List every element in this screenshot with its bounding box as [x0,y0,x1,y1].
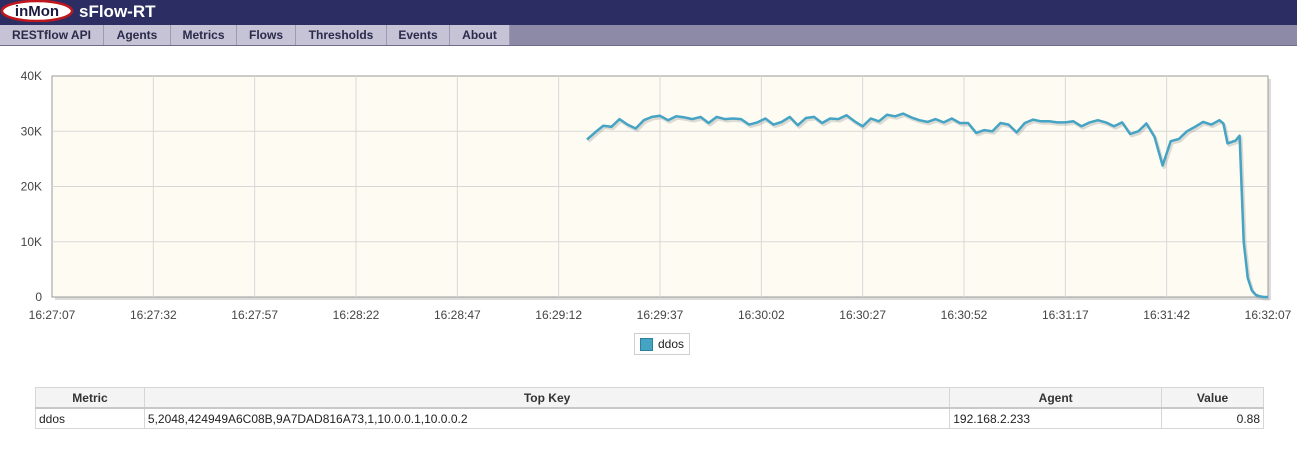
nav-flows[interactable]: Flows [237,25,296,45]
nav-about[interactable]: About [450,25,510,45]
cell-value: 0.88 [1161,407,1264,429]
column-header-value[interactable]: Value [1161,387,1264,409]
app-title: sFlow-RT [79,2,156,21]
table-row[interactable]: ddos 5,2048,424949A6C08B,9A7DAD816A73,1,… [35,407,1264,429]
x-tick-label: 16:27:07 [29,308,76,322]
nav-thresholds[interactable]: Thresholds [296,25,387,45]
nav-bar: RESTflow API Agents Metrics Flows Thresh… [0,25,1297,46]
y-tick-label: 10K [21,235,42,249]
legend-swatch-ddos [640,337,653,351]
x-tick-label: 16:29:37 [637,308,684,322]
column-header-top-key[interactable]: Top Key [143,387,951,409]
nav-agents[interactable]: Agents [104,25,171,45]
x-tick-label: 16:32:07 [1245,308,1292,322]
x-tick-label: 16:28:47 [434,308,481,322]
x-tick-label: 16:28:22 [333,308,380,322]
series-line-ddos [586,112,1268,299]
y-tick-label: 40K [21,69,42,83]
chart-legend[interactable]: ddos [634,333,691,355]
table-header-row: Metric Top Key Agent Value [35,387,1264,409]
legend-label-ddos: ddos [658,337,685,351]
y-tick-label: 0 [35,290,42,304]
y-tick-label: 20K [21,180,42,194]
cell-top-key: 5,2048,424949A6C08B,9A7DAD816A73,1,10.0.… [143,407,951,429]
column-header-agent[interactable]: Agent [949,387,1163,409]
x-tick-label: 16:31:17 [1042,308,1089,322]
y-tick-label: 30K [21,124,42,138]
logo-text: inMon [15,3,59,20]
cell-metric: ddos [35,407,145,429]
metrics-table: Metric Top Key Agent Value ddos 5,2048,4… [35,387,1264,429]
x-tick-label: 16:31:42 [1143,308,1190,322]
x-tick-label: 16:30:27 [839,308,886,322]
cell-agent: 192.168.2.233 [949,407,1163,429]
nav-restflow-api[interactable]: RESTflow API [0,25,104,45]
inmon-logo[interactable]: inMon [0,0,74,22]
x-tick-label: 16:27:57 [231,308,278,322]
nav-events[interactable]: Events [387,25,450,45]
ddos-line-chart: 16:27:07 16:27:32 16:27:57 16:28:22 16:28:47… [21,69,1292,322]
x-tick-label: 16:27:32 [130,308,177,322]
x-tick-label: 16:29:12 [535,308,582,322]
app-header: inMon sFlow-RT [0,0,1297,25]
column-header-metric[interactable]: Metric [35,387,145,409]
x-tick-label: 16:30:02 [738,308,785,322]
nav-metrics[interactable]: Metrics [171,25,237,45]
x-tick-label: 16:30:52 [941,308,988,322]
chart-container: 16:27:07 16:27:32 16:27:57 16:28:22 16:28:47… [0,60,1297,325]
